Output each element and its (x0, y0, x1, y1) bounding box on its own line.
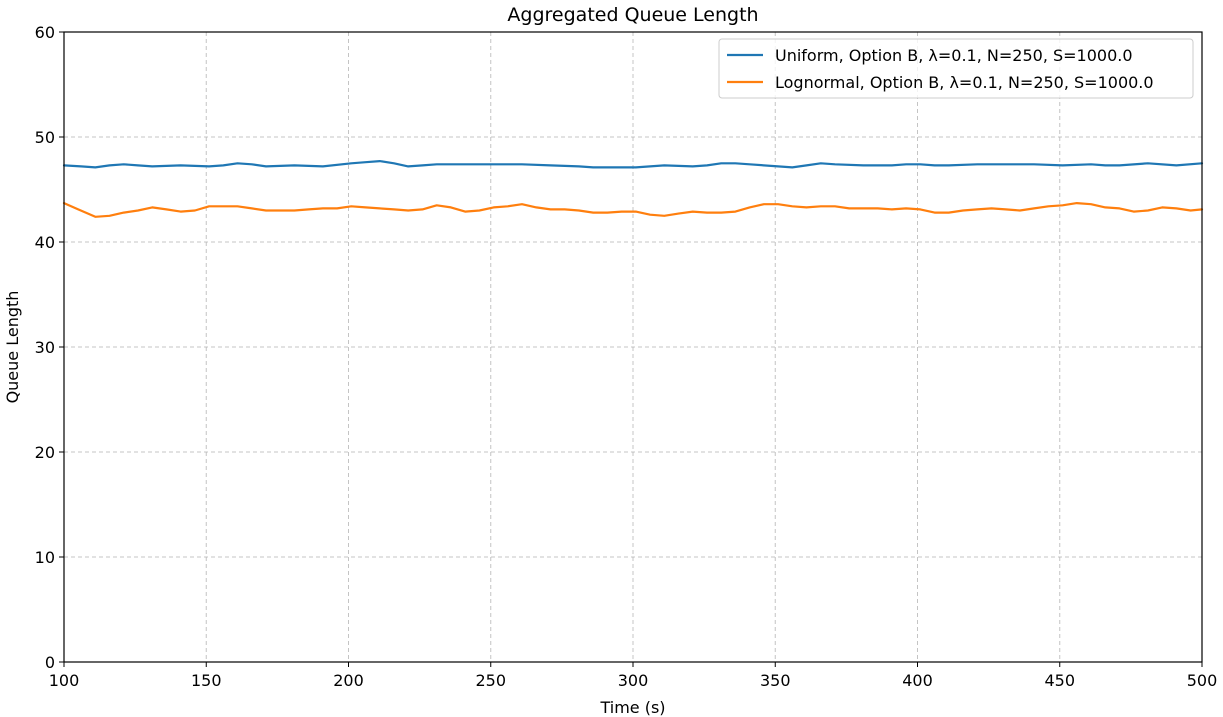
grid-lines (64, 32, 1202, 662)
x-tick-label: 200 (333, 671, 364, 690)
legend-label-uniform: Uniform, Option B, λ=0.1, N=250, S=1000.… (775, 46, 1133, 65)
series-line-0 (62, 160, 1204, 169)
legend: Uniform, Option B, λ=0.1, N=250, S=1000.… (718, 38, 1194, 99)
y-tick-label: 10 (35, 548, 55, 567)
y-tick-label: 50 (35, 128, 55, 147)
series-line-1 (62, 202, 1204, 218)
x-tick-label: 100 (49, 671, 80, 690)
y-tick-label: 30 (35, 338, 55, 357)
x-tick-label: 500 (1187, 671, 1218, 690)
x-tick-label: 300 (618, 671, 649, 690)
y-tick-label: 20 (35, 443, 55, 462)
legend-box (718, 38, 1194, 99)
x-tick-label: 150 (191, 671, 222, 690)
series-lines (62, 160, 1204, 218)
y-tick-label: 0 (45, 653, 55, 672)
legend-label-lognormal: Lognormal, Option B, λ=0.1, N=250, S=100… (775, 73, 1154, 92)
x-tick-label: 250 (475, 671, 506, 690)
x-tick-label: 350 (760, 671, 791, 690)
x-tick-label: 450 (1044, 671, 1075, 690)
axis-ticks: 100 150 200 250 300 350 400 450 500 0 10 20 30 40 50 60 (35, 23, 1218, 690)
y-tick-label: 40 (35, 233, 55, 252)
x-axis-label: Time (s) (599, 698, 665, 717)
y-tick-label: 60 (35, 23, 55, 42)
chart-title: Aggregated Queue Length (507, 4, 758, 26)
x-tick-label: 400 (902, 671, 933, 690)
y-axis-label: Queue Length (3, 291, 22, 404)
